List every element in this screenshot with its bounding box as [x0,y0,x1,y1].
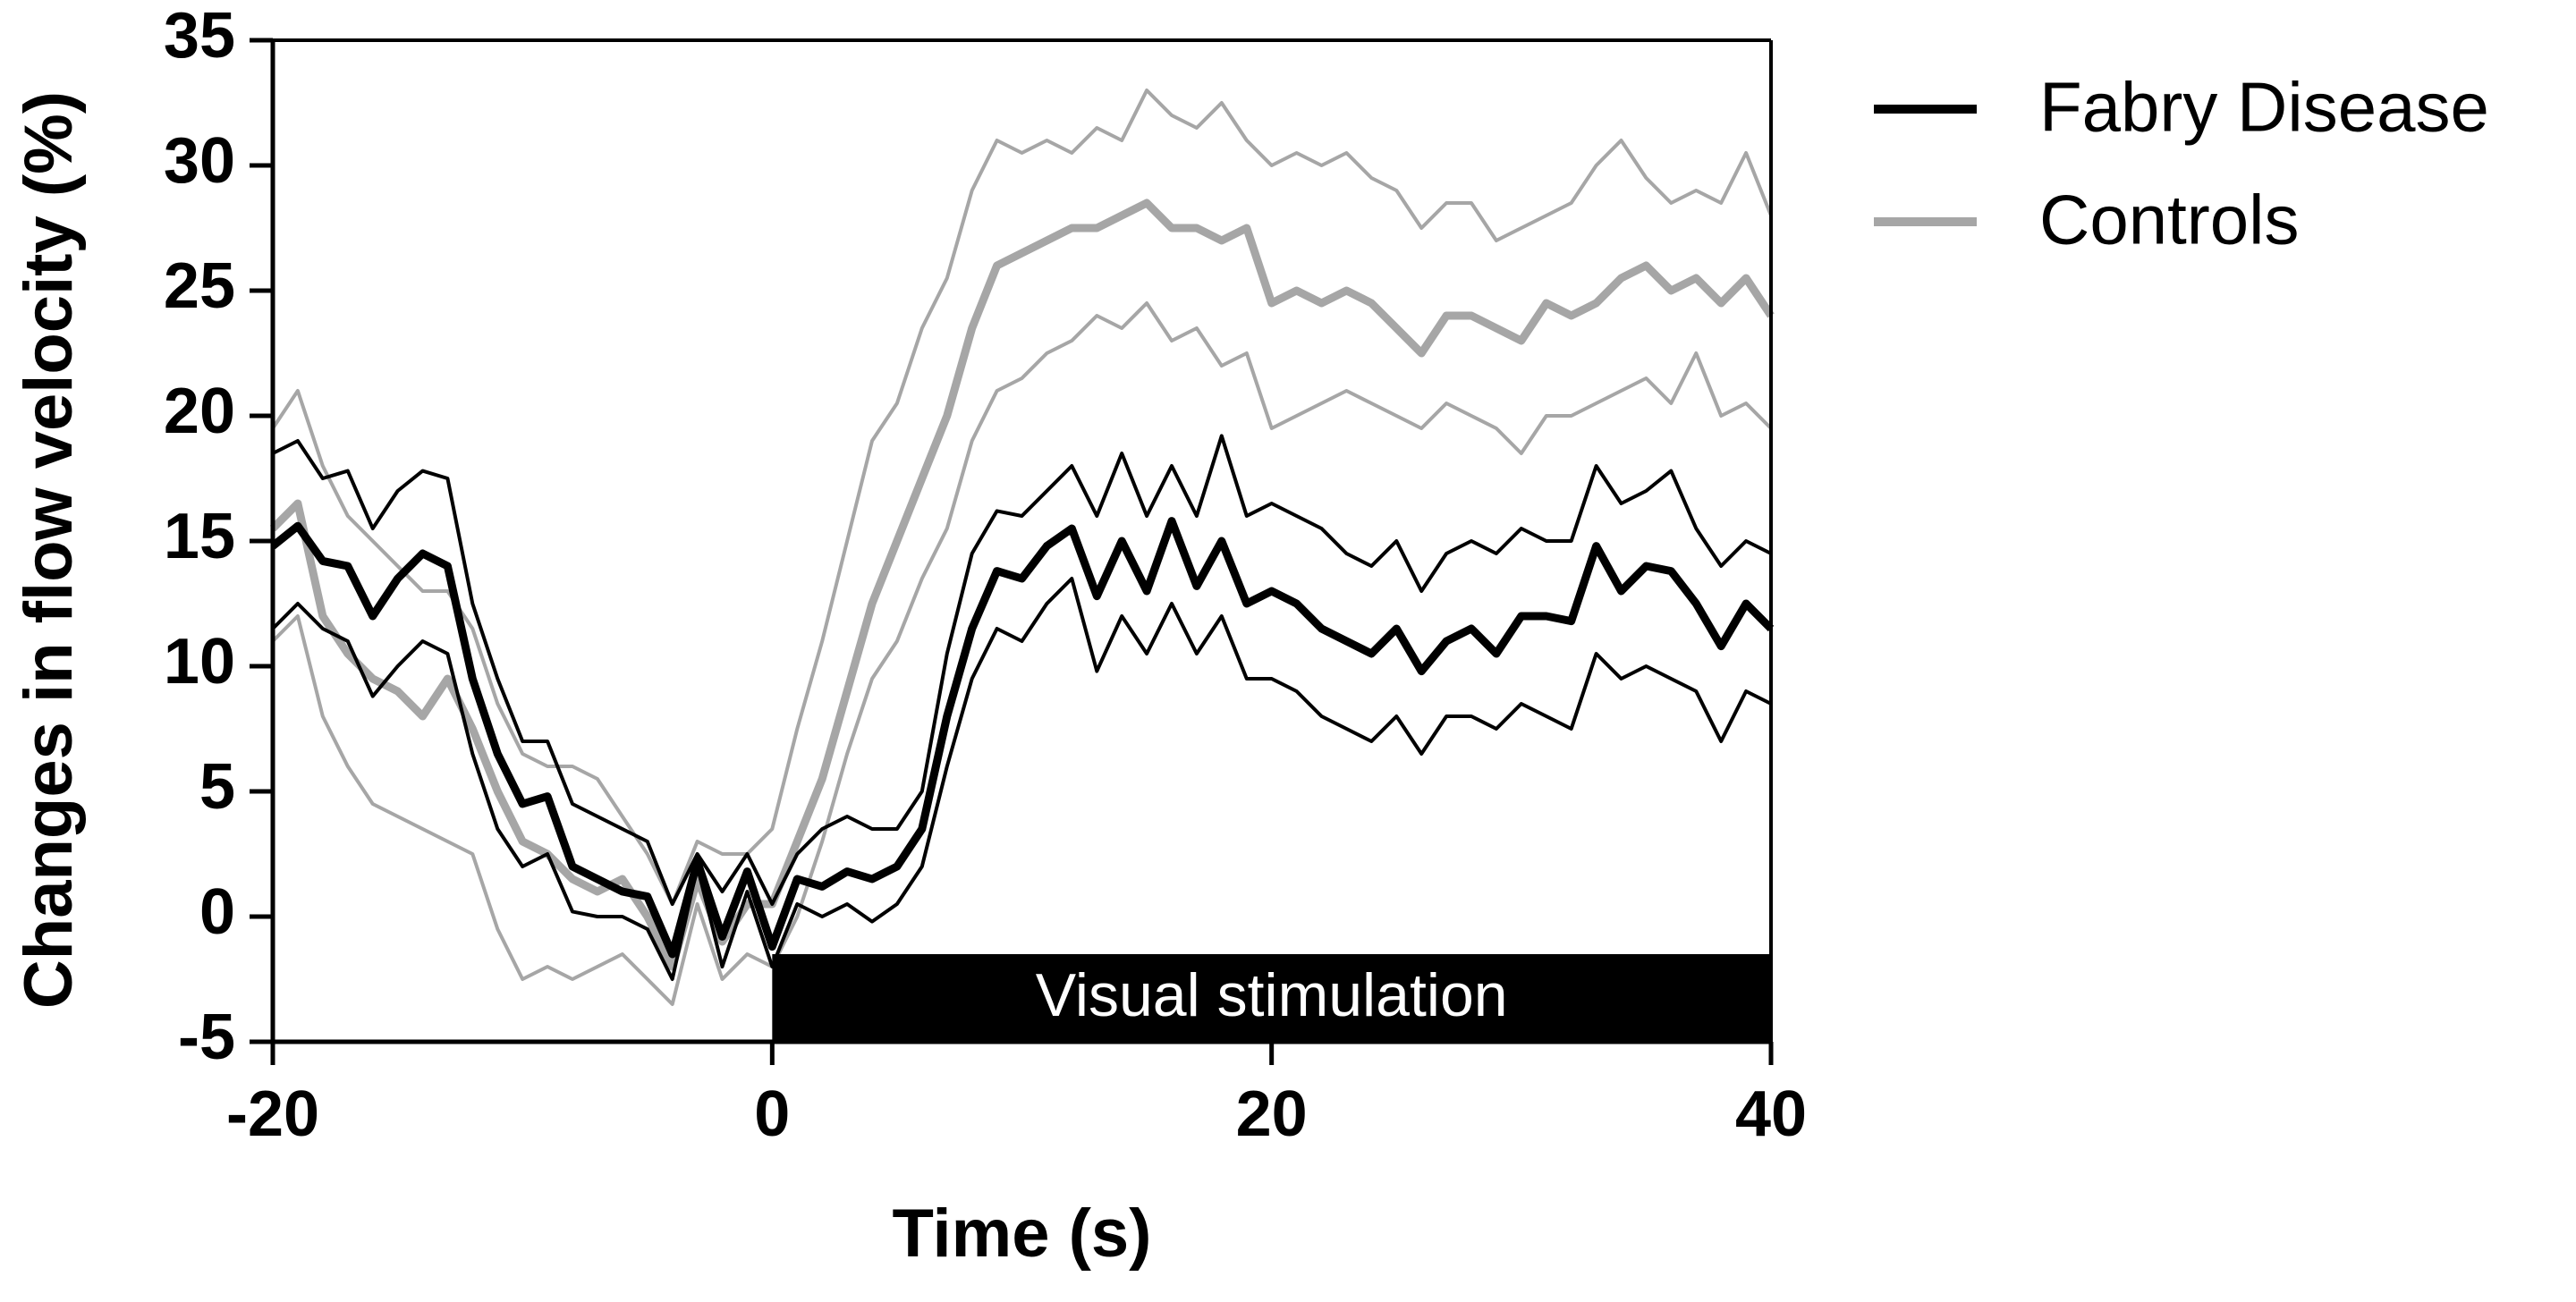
series-controls-lower-line [271,301,1773,1006]
series-fabry-disease-upper-line [272,434,1772,906]
y-tick-label: 0 [199,876,235,948]
y-tick-label: 15 [164,501,235,572]
visual-stimulation-label: Visual stimulation [1036,961,1508,1029]
series-fabry-disease-mean-line [270,517,1775,959]
visual-stimulation-bar [772,954,1772,1042]
series-controls-upper-line [271,89,1773,906]
x-tick-label: 20 [1236,1078,1308,1150]
y-tick-label: 25 [164,250,235,322]
x-axis-title: Time (s) [892,1196,1151,1272]
x-tick-label: 0 [754,1078,790,1150]
y-axis-title: Changes in flow velocity (%) [11,91,87,1009]
legend-label-controls: Controls [2039,181,2299,259]
x-tick-label: 40 [1735,1078,1807,1150]
series-fabry-disease-lower-line [271,577,1772,981]
annotation-layer: Visual stimulation [772,954,1772,1042]
legend: Fabry Disease Controls [1874,68,2489,259]
ticks-layer: -5 0 5 10 15 20 25 30 35 -20 0 20 40 [164,0,1807,1150]
legend-label-fabry-disease: Fabry Disease [2039,68,2489,147]
series-controls-mean-line [269,199,1775,971]
y-tick-label: 10 [164,626,235,698]
y-tick-label: -5 [178,1002,235,1073]
y-tick-label: 5 [199,751,235,823]
y-tick-label: 35 [164,0,235,72]
y-tick-label: 30 [164,125,235,197]
y-tick-label: 20 [164,376,235,447]
x-tick-label: -20 [226,1078,319,1150]
series-layer [269,89,1775,1006]
